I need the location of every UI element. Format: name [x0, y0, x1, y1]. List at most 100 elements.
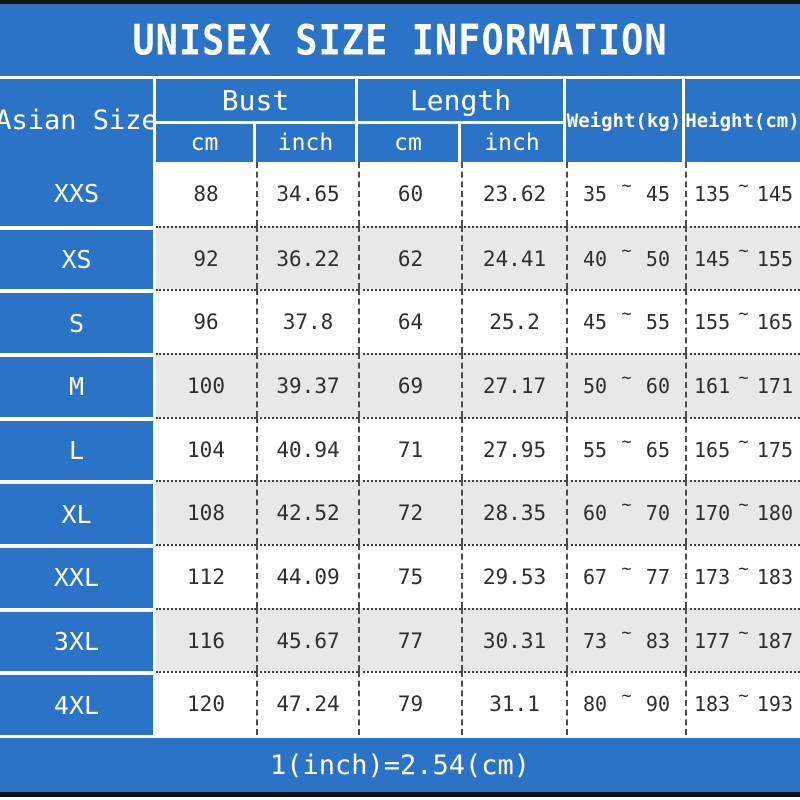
weight-max: 90 — [645, 692, 670, 717]
tilde-symbol: ~ — [738, 495, 749, 516]
table-row: XL 108 42.52 72 28.35 60 ~ 70 170 ~ 180 — [0, 480, 800, 545]
height-min: 177 — [694, 628, 731, 653]
weight-min: 60 — [583, 501, 608, 526]
height-max: 145 — [756, 181, 793, 206]
bust-cm-cell: 100 — [156, 353, 256, 417]
height-min: 135 — [694, 181, 731, 206]
length-inch-cell: 29.53 — [461, 544, 566, 608]
header-height-cm: Height(cm) — [685, 79, 800, 162]
weight-range-cell: 35 ~ 45 — [566, 162, 685, 226]
length-cm-cell: 75 — [358, 544, 461, 608]
size-label-cell: L — [0, 416, 156, 481]
weight-max: 55 — [645, 310, 670, 335]
tilde-symbol: ~ — [738, 686, 749, 707]
tilde-symbol: ~ — [738, 558, 749, 579]
length-inch-cell: 27.17 — [461, 353, 566, 417]
length-inch-cell: 31.1 — [461, 671, 566, 736]
weight-min: 80 — [583, 692, 608, 717]
height-range-cell: 161 ~ 171 — [685, 353, 800, 417]
bust-cm-cell: 116 — [156, 607, 256, 672]
header-asian-size: Asian Size — [0, 79, 158, 162]
height-range-cell: 173 ~ 183 — [685, 544, 800, 608]
height-max: 175 — [756, 437, 793, 462]
bust-inch-cell: 45.67 — [256, 607, 358, 672]
length-inch-cell: 27.95 — [461, 416, 566, 481]
bust-inch-cell: 47.24 — [256, 671, 358, 736]
length-cm-cell: 77 — [358, 607, 461, 672]
height-range-cell: 155 ~ 165 — [685, 289, 800, 354]
size-label-cell: XXS — [0, 162, 156, 226]
tilde-symbol: ~ — [621, 240, 632, 261]
weight-range-cell: 67 ~ 77 — [566, 544, 685, 608]
weight-range-cell: 60 ~ 70 — [566, 480, 685, 545]
size-label-cell: XL — [0, 480, 156, 545]
length-inch-cell: 24.41 — [461, 225, 566, 290]
weight-min: 40 — [583, 246, 608, 271]
bust-cm-cell: 120 — [156, 671, 256, 736]
height-min: 173 — [694, 564, 731, 589]
weight-range-cell: 55 ~ 65 — [566, 416, 685, 481]
bust-inch-cell: 37.8 — [256, 289, 358, 354]
length-cm-cell: 79 — [358, 671, 461, 736]
conversion-note: 1(inch)=2.54(cm) — [269, 749, 531, 781]
height-min: 170 — [694, 501, 731, 526]
bust-inch-cell: 36.22 — [256, 225, 358, 290]
weight-max: 83 — [645, 628, 670, 653]
tilde-symbol: ~ — [621, 686, 632, 707]
height-min: 165 — [694, 437, 731, 462]
bust-cm-cell: 112 — [156, 544, 256, 608]
height-range-cell: 165 ~ 175 — [685, 416, 800, 481]
weight-max: 65 — [645, 437, 670, 462]
height-max: 183 — [756, 564, 793, 589]
weight-range-cell: 73 ~ 83 — [566, 607, 685, 672]
height-max: 180 — [756, 501, 793, 526]
size-label-cell: XXL — [0, 544, 156, 608]
table-row: M 100 39.37 69 27.17 50 ~ 60 161 ~ 171 — [0, 353, 800, 417]
bust-cm-cell: 104 — [156, 416, 256, 481]
header-length: Length — [358, 79, 563, 121]
tilde-symbol: ~ — [621, 495, 632, 516]
tilde-symbol: ~ — [621, 304, 632, 325]
height-min: 145 — [694, 246, 731, 271]
length-inch-cell: 28.35 — [461, 480, 566, 545]
weight-min: 45 — [583, 310, 608, 335]
length-inch-cell: 25.2 — [461, 289, 566, 354]
page-title: UNISEX SIZE INFORMATION — [132, 15, 668, 65]
bust-inch-cell: 42.52 — [256, 480, 358, 545]
weight-range-cell: 40 ~ 50 — [566, 225, 685, 290]
table-row: XXS 88 34.65 60 23.62 35 ~ 45 135 ~ 145 — [0, 162, 800, 226]
height-min: 183 — [694, 692, 731, 717]
weight-max: 45 — [645, 181, 670, 206]
weight-max: 70 — [645, 501, 670, 526]
weight-min: 35 — [583, 181, 608, 206]
length-inch-cell: 30.31 — [461, 607, 566, 672]
size-label-cell: 3XL — [0, 607, 156, 672]
height-max: 171 — [756, 373, 793, 398]
header-length-inch-unit: inch — [461, 124, 563, 162]
length-cm-cell: 64 — [358, 289, 461, 354]
bottom-border-bar — [0, 792, 800, 797]
weight-max: 77 — [645, 564, 670, 589]
table-header: Asian Size Bust Length Weight(kg) Height… — [0, 79, 800, 162]
weight-max: 60 — [645, 373, 670, 398]
tilde-symbol: ~ — [738, 431, 749, 452]
length-cm-cell: 69 — [358, 353, 461, 417]
tilde-symbol: ~ — [738, 304, 749, 325]
height-max: 155 — [756, 246, 793, 271]
tilde-symbol: ~ — [738, 367, 749, 388]
height-min: 161 — [694, 373, 731, 398]
bust-inch-cell: 44.09 — [256, 544, 358, 608]
size-label-cell: 4XL — [0, 671, 156, 736]
weight-min: 55 — [583, 437, 608, 462]
header-weight-kg: Weight(kg) — [566, 79, 682, 162]
height-min: 155 — [694, 310, 731, 335]
weight-range-cell: 80 ~ 90 — [566, 671, 685, 736]
tilde-symbol: ~ — [738, 240, 749, 261]
height-range-cell: 183 ~ 193 — [685, 671, 800, 736]
title-banner: UNISEX SIZE INFORMATION — [0, 4, 800, 79]
length-cm-cell: 71 — [358, 416, 461, 481]
height-range-cell: 145 ~ 155 — [685, 225, 800, 290]
table-row: 3XL 116 45.67 77 30.31 73 ~ 83 177 ~ 187 — [0, 607, 800, 672]
footer-note-band: 1(inch)=2.54(cm) — [0, 738, 800, 792]
weight-max: 50 — [645, 246, 670, 271]
